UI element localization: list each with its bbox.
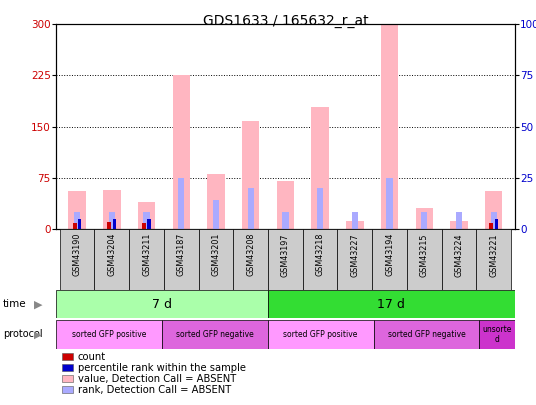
Bar <box>56 290 268 318</box>
Bar <box>78 219 81 229</box>
Text: GSM43215: GSM43215 <box>420 233 429 277</box>
Bar <box>138 202 155 229</box>
Text: GSM43197: GSM43197 <box>281 233 290 277</box>
Bar <box>456 213 462 229</box>
Bar <box>199 229 233 290</box>
Text: unsorte
d: unsorte d <box>482 325 512 344</box>
Text: GSM43224: GSM43224 <box>455 233 464 277</box>
Bar <box>303 229 338 290</box>
Text: time: time <box>3 299 26 309</box>
Bar <box>113 219 116 229</box>
Bar <box>317 188 323 229</box>
Bar <box>107 222 111 229</box>
Bar <box>479 320 515 349</box>
Bar <box>495 219 498 229</box>
Text: sorted GFP positive: sorted GFP positive <box>284 330 358 339</box>
Bar <box>94 229 129 290</box>
Text: GSM43218: GSM43218 <box>316 233 325 277</box>
Bar <box>477 229 511 290</box>
Bar <box>421 213 427 229</box>
Text: count: count <box>78 352 106 362</box>
Bar <box>178 178 184 229</box>
Bar <box>277 181 294 229</box>
Text: ▶: ▶ <box>34 299 43 309</box>
Bar <box>248 188 254 229</box>
Bar <box>207 174 225 229</box>
Text: ▶: ▶ <box>34 329 42 339</box>
Text: rank, Detection Call = ABSENT: rank, Detection Call = ABSENT <box>78 385 231 394</box>
Bar <box>164 229 199 290</box>
Text: sorted GFP negative: sorted GFP negative <box>176 330 254 339</box>
Bar <box>162 320 268 349</box>
Text: GSM43201: GSM43201 <box>212 233 220 277</box>
Bar <box>268 229 303 290</box>
Text: sorted GFP negative: sorted GFP negative <box>388 330 465 339</box>
Bar <box>485 191 502 229</box>
Text: sorted GFP positive: sorted GFP positive <box>72 330 146 339</box>
Text: 7 d: 7 d <box>152 298 172 311</box>
Bar <box>442 229 477 290</box>
Bar <box>56 320 162 349</box>
Bar <box>282 213 288 229</box>
Text: protocol: protocol <box>3 329 42 339</box>
Text: GSM43204: GSM43204 <box>107 233 116 277</box>
Text: GSM43194: GSM43194 <box>385 233 394 277</box>
Bar <box>109 213 115 229</box>
Bar <box>59 229 94 290</box>
Text: GSM43227: GSM43227 <box>351 233 359 277</box>
Bar <box>213 200 219 229</box>
Bar <box>72 224 77 229</box>
Text: GSM43208: GSM43208 <box>246 233 255 277</box>
Bar <box>268 320 374 349</box>
Bar <box>386 178 393 229</box>
Bar <box>268 290 515 318</box>
Bar <box>352 213 358 229</box>
Bar <box>144 213 150 229</box>
Bar <box>103 190 121 229</box>
Text: GDS1633 / 165632_r_at: GDS1633 / 165632_r_at <box>203 14 368 28</box>
Bar <box>381 24 398 229</box>
Text: GSM43211: GSM43211 <box>142 233 151 277</box>
Bar <box>142 224 146 229</box>
Bar <box>147 219 151 229</box>
Bar <box>74 213 80 229</box>
Text: GSM43190: GSM43190 <box>72 233 81 277</box>
Bar <box>346 221 363 229</box>
Bar <box>311 107 329 229</box>
Bar <box>338 229 372 290</box>
Text: 17 d: 17 d <box>377 298 405 311</box>
Text: GSM43187: GSM43187 <box>177 233 186 277</box>
Bar <box>233 229 268 290</box>
Text: GSM43221: GSM43221 <box>489 233 498 277</box>
Bar <box>407 229 442 290</box>
Bar <box>129 229 164 290</box>
Bar <box>173 75 190 229</box>
Bar <box>490 213 497 229</box>
Bar <box>242 121 259 229</box>
Bar <box>372 229 407 290</box>
Bar <box>415 208 433 229</box>
Bar <box>374 320 479 349</box>
Bar <box>450 221 468 229</box>
Bar <box>69 191 86 229</box>
Text: percentile rank within the sample: percentile rank within the sample <box>78 363 245 373</box>
Text: value, Detection Call = ABSENT: value, Detection Call = ABSENT <box>78 374 236 384</box>
Bar <box>489 224 493 229</box>
